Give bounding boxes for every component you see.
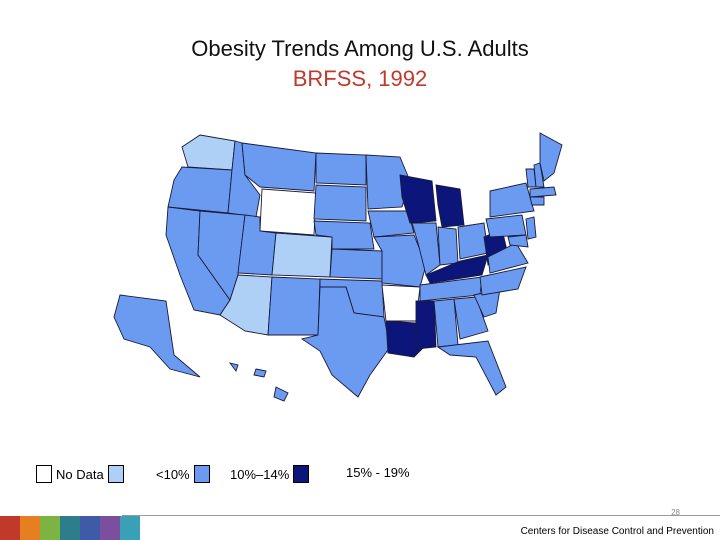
state-texas <box>300 286 391 398</box>
state-new-jersey <box>525 216 537 240</box>
legend-swatch-no-data <box>36 465 52 483</box>
state-wisconsin <box>399 174 437 224</box>
legend-swatch-15-19 <box>293 465 310 483</box>
us-obesity-map <box>113 132 563 402</box>
state-new-york <box>489 182 535 218</box>
state-ohio <box>457 222 489 260</box>
state-kentucky <box>425 254 489 284</box>
state-indiana <box>437 226 459 266</box>
strip-block <box>80 516 100 540</box>
legend-item-no-data: No Data <box>36 465 124 483</box>
state-north-carolina <box>479 266 527 296</box>
map-title: Obesity Trends Among U.S. Adults <box>191 36 529 61</box>
legend-item-10-14: 10%–14% <box>226 465 310 483</box>
state-arkansas <box>381 284 421 322</box>
footer-color-strip <box>0 516 140 540</box>
footer-text: Centers for Disease Control and Preventi… <box>520 526 714 537</box>
state-maryland <box>507 234 529 248</box>
strip-block <box>100 516 120 540</box>
state-hawaii <box>228 362 289 402</box>
state-illinois <box>411 222 441 276</box>
state-kansas <box>329 248 383 280</box>
legend-swatch-lt10 <box>107 465 124 483</box>
state-washington <box>181 134 236 171</box>
state-virginia <box>487 242 529 274</box>
legend-label-10-14: 10%–14% <box>230 466 290 482</box>
state-iowa <box>367 210 415 238</box>
legend-label-15-19: 15% - 19% <box>346 465 410 480</box>
page-number: 28 <box>671 508 680 517</box>
legend-label-lt10: <10% <box>156 466 190 482</box>
state-new-mexico <box>267 276 321 336</box>
map-subtitle: BRFSS, 1992 <box>292 66 428 91</box>
state-michigan <box>435 184 465 228</box>
legend-swatch-10-14 <box>193 465 210 483</box>
state-massachusetts <box>529 186 557 198</box>
state-colorado <box>271 232 333 278</box>
legend-item-lt10: <10% <box>152 465 210 483</box>
footer-rule <box>122 515 720 516</box>
state-florida <box>436 340 507 396</box>
state-shapes <box>113 132 563 402</box>
strip-block <box>60 516 80 540</box>
state-pennsylvania <box>485 214 527 238</box>
state-south-dakota <box>313 184 367 222</box>
state-maine <box>539 132 563 182</box>
legend-item-15-19: 15% - 19% <box>342 465 414 480</box>
strip-block <box>120 516 140 540</box>
state-alaska <box>113 294 201 378</box>
state-connecticut <box>529 196 545 206</box>
state-mississippi <box>415 300 437 350</box>
state-new-hampshire <box>533 162 545 188</box>
state-alabama <box>433 298 459 348</box>
state-montana <box>241 142 317 192</box>
state-oregon <box>167 166 233 214</box>
state-north-dakota <box>315 152 367 186</box>
strip-block <box>20 516 40 540</box>
strip-block <box>0 516 20 540</box>
strip-block <box>40 516 60 540</box>
legend-label-no-data: No Data <box>56 466 104 482</box>
state-wyoming <box>259 188 317 236</box>
